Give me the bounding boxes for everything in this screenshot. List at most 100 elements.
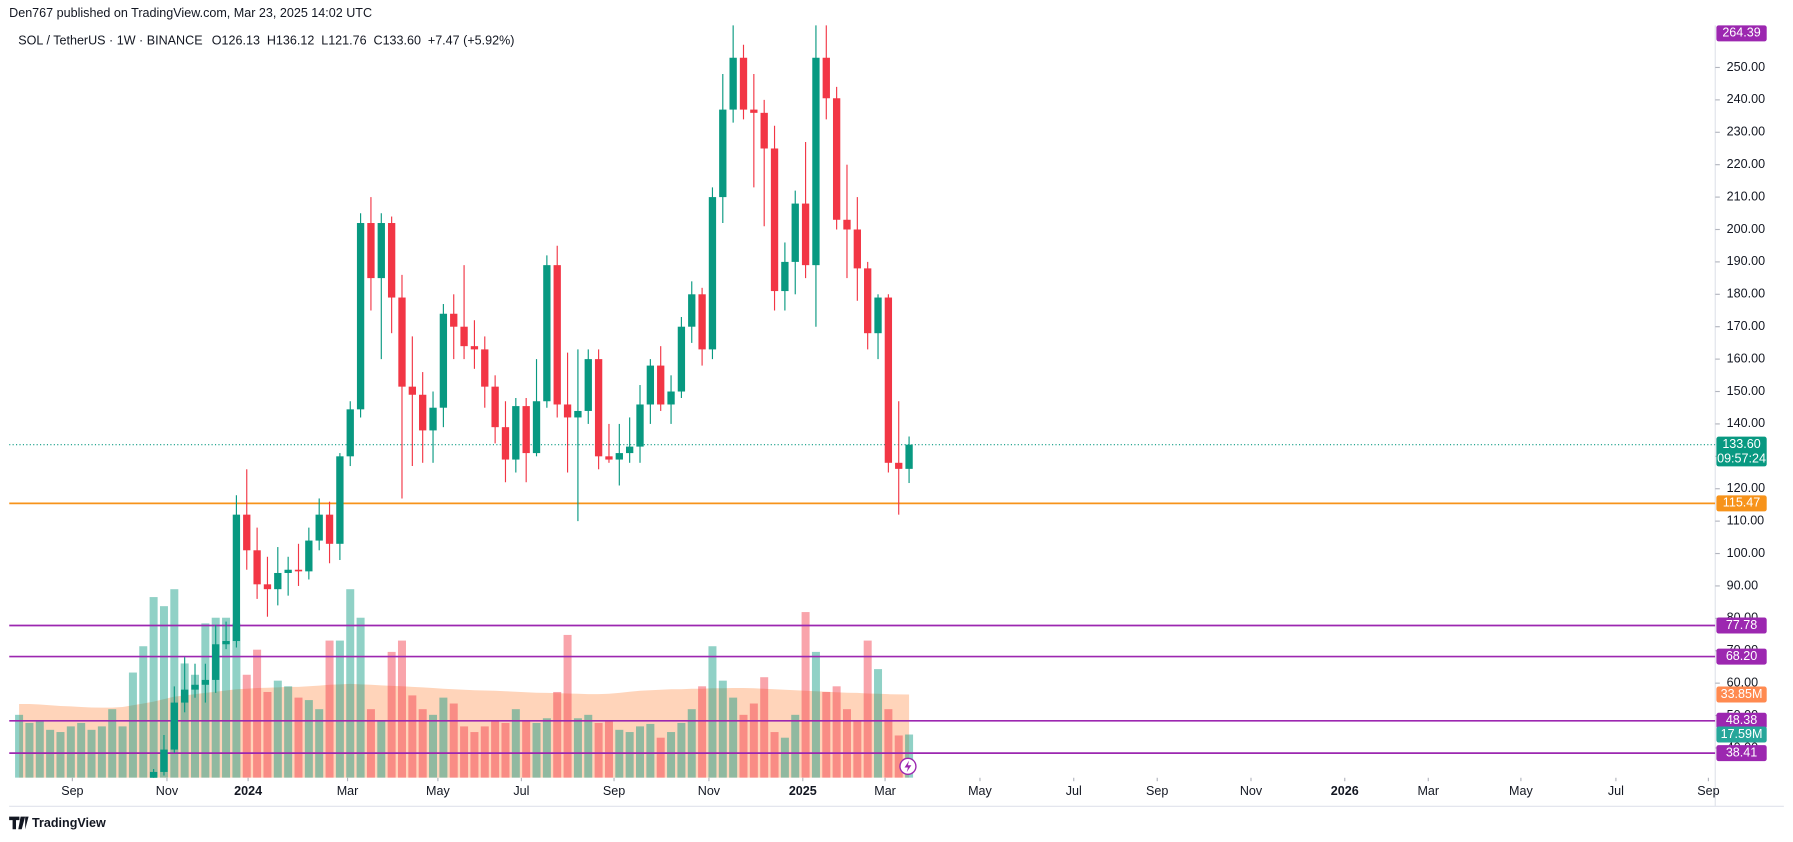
candle-body	[729, 57, 737, 110]
volume-bar	[646, 723, 655, 778]
y-tick-label: 160.00	[1727, 351, 1765, 365]
volume-bar	[491, 720, 500, 778]
volume-bar	[874, 669, 883, 778]
candle-body	[243, 514, 251, 551]
replay-icon[interactable]	[899, 757, 917, 776]
level-label: 115.47	[1723, 496, 1761, 510]
ohlc-name: H	[267, 34, 276, 48]
candle-body	[905, 444, 913, 469]
y-tick-label: 110.00	[1727, 513, 1765, 527]
candle-body	[812, 57, 820, 266]
candle-body	[801, 203, 810, 266]
candle-body	[398, 297, 406, 387]
volume-bar	[532, 722, 541, 778]
candle-body	[864, 268, 872, 334]
volume-bar	[749, 703, 758, 778]
volume-bar	[470, 732, 479, 778]
candle-body	[791, 203, 799, 262]
x-tick-label: May	[968, 784, 992, 798]
volume-ma-label-box	[1716, 686, 1767, 703]
candle-body	[657, 365, 665, 405]
volume-bar	[770, 732, 779, 778]
x-tick-label: Jul	[513, 784, 529, 798]
volume-bar	[366, 709, 375, 778]
volume-bar	[842, 709, 851, 778]
volume-bar	[905, 734, 914, 778]
volume-bar	[667, 732, 676, 778]
candle-body	[584, 359, 592, 411]
volume-bar	[687, 709, 696, 778]
footer-logo: TradingView	[9, 816, 106, 830]
volume-bar	[511, 709, 520, 778]
volume-bar	[801, 612, 810, 778]
candle-body	[843, 219, 851, 230]
candle-body	[688, 294, 696, 327]
x-tick-label: Jul	[1066, 784, 1082, 798]
y-tick-label: 220.00	[1727, 157, 1765, 171]
volume-bar	[170, 589, 179, 778]
ohlc-name: L	[321, 34, 328, 48]
y-tick-label: 150.00	[1727, 384, 1765, 398]
candle-body	[315, 514, 323, 541]
candle-body	[615, 453, 623, 460]
candle-body	[822, 57, 830, 99]
level-label-box	[1716, 745, 1767, 762]
volume-ma-label: 33.85M	[1721, 687, 1763, 701]
volume-bar	[273, 680, 282, 778]
candle-body	[522, 406, 530, 454]
volume-bar	[832, 686, 841, 778]
volume-bar	[387, 651, 396, 778]
volume-bar	[542, 718, 551, 778]
candle-body	[377, 223, 385, 279]
volume-bar	[791, 714, 800, 778]
candle-body	[574, 410, 582, 418]
volume-pane	[15, 589, 914, 778]
level-label: 77.78	[1726, 618, 1757, 632]
symbol: SOL / TetherUS · 1W · BINANCE	[18, 34, 202, 48]
candle-body	[170, 702, 178, 750]
volume-bar	[729, 697, 738, 778]
candle-body	[646, 365, 655, 405]
y-tick-label: 120.00	[1727, 481, 1765, 495]
x-tick-label: Mar	[874, 784, 896, 798]
x-tick-label: Nov	[698, 784, 721, 798]
volume-bar	[397, 640, 406, 778]
candle-body	[760, 112, 768, 149]
volume-bar	[656, 737, 665, 778]
volume-bar	[418, 709, 427, 778]
candle-body	[532, 401, 541, 454]
volume-bar	[97, 726, 106, 778]
x-tick-label: Sep	[61, 784, 83, 798]
volume-bar	[263, 691, 272, 778]
x-tick-label: May	[426, 784, 450, 798]
y-tick-label: 100.00	[1727, 546, 1765, 560]
y-tick-label: 180.00	[1727, 287, 1765, 301]
volume-bar	[77, 722, 86, 778]
volume-bar	[604, 720, 613, 778]
volume-bar	[108, 709, 117, 778]
last-price-label: 133.60	[1722, 437, 1760, 451]
y-tick-label: 60.00	[1727, 675, 1758, 689]
candle-body	[149, 771, 158, 778]
level-label: 68.20	[1726, 649, 1757, 663]
volume-label: 17.59M	[1721, 727, 1763, 741]
candle-body	[832, 98, 841, 220]
volume-bar	[15, 714, 24, 778]
candle-body	[781, 261, 789, 292]
volume-bar	[811, 651, 820, 778]
volume-bar	[594, 722, 603, 778]
x-tick-label: Sep	[603, 784, 625, 798]
candle-body	[884, 297, 893, 463]
volume-bar	[739, 714, 748, 778]
candle-body	[325, 514, 334, 544]
volume-bar	[429, 714, 438, 778]
candle-body	[305, 540, 313, 572]
candle-body	[708, 197, 717, 350]
ohlc-value: 126.13	[222, 34, 260, 48]
candle-body	[419, 394, 427, 431]
candle-body	[895, 462, 903, 469]
level-label: 38.41	[1726, 745, 1757, 759]
x-tick-label: Sep	[1697, 784, 1719, 798]
